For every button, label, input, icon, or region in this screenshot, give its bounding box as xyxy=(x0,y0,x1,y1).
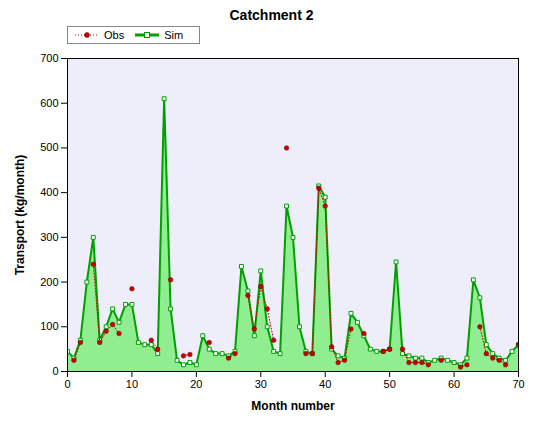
svg-text:0: 0 xyxy=(64,378,70,390)
svg-text:50: 50 xyxy=(384,378,396,390)
html-text:Sim: Sim xyxy=(164,29,184,41)
svg-text:10: 10 xyxy=(126,378,138,390)
html-text:Catchment 2: Catchment 2 xyxy=(229,7,314,23)
svg-text:600: 600 xyxy=(40,97,58,109)
svg-text:100: 100 xyxy=(40,320,58,332)
svg-text:Transport (kg/month): Transport (kg/month) xyxy=(13,155,27,276)
svg-text:700: 700 xyxy=(40,52,58,64)
svg-text:0: 0 xyxy=(52,365,58,377)
svg-text:200: 200 xyxy=(40,276,58,288)
svg-text:20: 20 xyxy=(190,378,202,390)
svg-text:70: 70 xyxy=(512,378,524,390)
svg-text:Month number: Month number xyxy=(251,399,335,413)
svg-text:300: 300 xyxy=(40,231,58,243)
svg-text:400: 400 xyxy=(40,186,58,198)
svg-text:30: 30 xyxy=(255,378,267,390)
svg-text:40: 40 xyxy=(319,378,331,390)
svg-text:60: 60 xyxy=(448,378,460,390)
html-text:Obs: Obs xyxy=(104,29,125,41)
svg-text:500: 500 xyxy=(40,141,58,153)
